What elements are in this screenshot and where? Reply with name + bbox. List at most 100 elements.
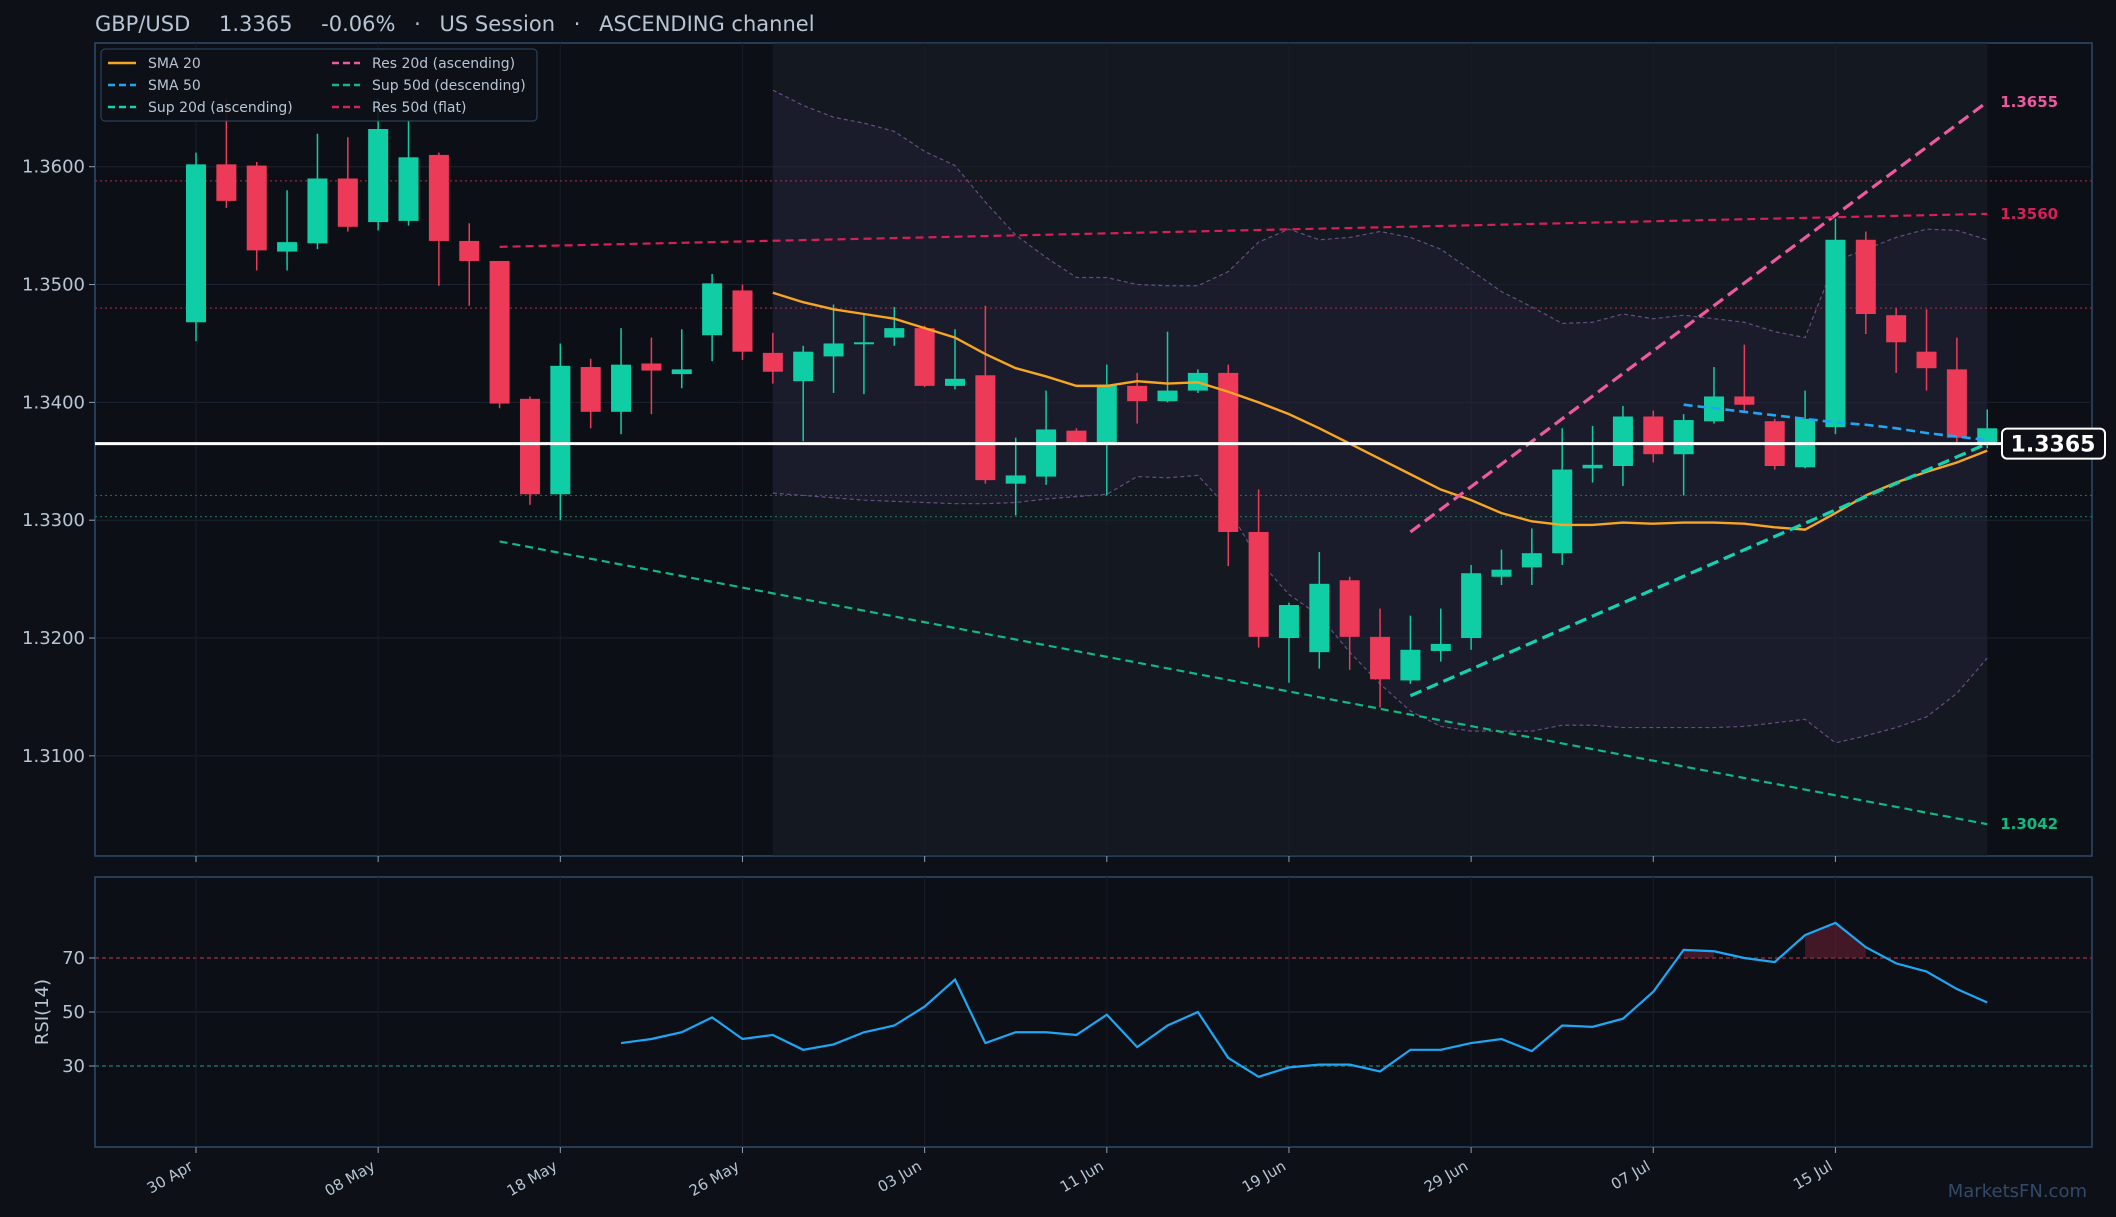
price-tick-label: 1.3500 bbox=[22, 275, 85, 296]
bear-candle bbox=[1370, 636, 1391, 680]
bull-candle bbox=[793, 351, 814, 382]
pair-label: GBP/USD bbox=[95, 12, 190, 36]
channel-label: ASCENDING channel bbox=[599, 12, 814, 36]
sma-50-line bbox=[1683, 403, 1988, 442]
rsi-series bbox=[620, 921, 1988, 1078]
bear-candle bbox=[1127, 385, 1148, 402]
legend-label: Res 50d (flat) bbox=[372, 100, 466, 116]
legend-label: Sup 20d (ascending) bbox=[148, 100, 293, 116]
bull-candle bbox=[611, 364, 632, 412]
sup-50d-line-label: 1.3042 bbox=[2000, 815, 2058, 833]
sup-20d-line bbox=[1409, 442, 1988, 698]
price-tick-label: 1.3600 bbox=[22, 157, 85, 178]
bear-candle bbox=[246, 165, 267, 251]
price-tick-label: 1.3300 bbox=[22, 510, 85, 531]
bull-candle bbox=[277, 242, 298, 252]
session-label: US Session bbox=[440, 12, 556, 36]
candles bbox=[186, 98, 1998, 708]
bull-candle bbox=[1673, 420, 1694, 455]
bear-candle bbox=[1855, 239, 1876, 314]
rsi-axis: 30 50 70 bbox=[62, 948, 95, 1077]
bear-candle bbox=[1734, 396, 1755, 405]
price-axis: 1.3100 1.3200 1.3300 1.3400 1.3500 1.3600 bbox=[22, 157, 95, 767]
bear-candle bbox=[914, 328, 935, 386]
rsi-panel: 30 50 70 RSI(14) bbox=[32, 876, 2093, 1148]
bear-candle bbox=[732, 290, 753, 352]
res-20d-line bbox=[1409, 100, 1989, 534]
bull-candle bbox=[550, 365, 571, 495]
bollinger-upper bbox=[772, 89, 1988, 339]
bull-candle bbox=[884, 328, 905, 338]
res-20d-line-label: 1.3655 bbox=[2000, 93, 2058, 111]
bull-candle bbox=[1005, 475, 1026, 484]
legend-label: Sup 50d (descending) bbox=[372, 78, 526, 94]
bull-candle bbox=[307, 178, 328, 244]
moving-averages bbox=[772, 291, 1988, 531]
title-separator: · bbox=[574, 12, 581, 36]
bear-candle bbox=[459, 240, 480, 261]
rsi-tick-label: 30 bbox=[62, 1056, 85, 1077]
bear-candle bbox=[1886, 315, 1907, 343]
bear-candle bbox=[1218, 372, 1239, 532]
bear-candle bbox=[580, 367, 601, 412]
bear-candle bbox=[519, 398, 540, 495]
bear-candle bbox=[1248, 531, 1269, 637]
bear-candle bbox=[428, 154, 449, 241]
legend: SMA 20 SMA 50 Sup 20d (ascending) Res 20d (… bbox=[100, 48, 538, 122]
bull-candle bbox=[1430, 643, 1451, 651]
bull-candle bbox=[1461, 573, 1482, 639]
bollinger-band bbox=[772, 43, 1988, 856]
sup-50d-line bbox=[499, 540, 1988, 826]
current-price: 1.3365 bbox=[95, 427, 2106, 460]
bull-candle bbox=[823, 343, 844, 357]
bull-candle bbox=[853, 342, 874, 345]
bear-candle bbox=[1339, 580, 1360, 637]
bull-candle bbox=[398, 157, 419, 221]
bull-candle bbox=[1977, 428, 1998, 444]
res-50d-line-label: 1.3560 bbox=[2000, 205, 2058, 223]
bull-candle bbox=[1491, 569, 1512, 577]
bull-candle bbox=[1582, 464, 1603, 469]
bear-candle bbox=[1916, 351, 1937, 369]
support-resistance-lines: 1.3655 1.3042 1.3560 bbox=[499, 93, 2058, 833]
price-tick-label: 1.3200 bbox=[22, 628, 85, 649]
bull-candle bbox=[368, 129, 389, 223]
bear-candle bbox=[489, 260, 510, 404]
bear-candle bbox=[1946, 369, 1967, 438]
bull-candle bbox=[671, 369, 692, 375]
bear-candle bbox=[762, 352, 783, 372]
bull-candle bbox=[1157, 390, 1178, 402]
price-tick-label: 1.3400 bbox=[22, 392, 85, 413]
bull-candle bbox=[702, 283, 723, 336]
bull-candle bbox=[1521, 553, 1542, 568]
rsi-axis-label: RSI(14) bbox=[32, 979, 53, 1045]
legend-label: SMA 20 bbox=[148, 56, 201, 72]
legend-label: Res 20d (ascending) bbox=[372, 56, 515, 72]
res-50d-line bbox=[499, 212, 1988, 248]
price-label: 1.3365 bbox=[219, 12, 292, 36]
channel-shade bbox=[772, 43, 1988, 856]
bull-candle bbox=[1278, 605, 1299, 639]
bear-candle bbox=[1643, 416, 1664, 455]
bull-candle bbox=[1552, 469, 1573, 554]
bull-candle bbox=[1036, 429, 1057, 477]
bull-candle bbox=[945, 378, 965, 386]
rsi-tick-label: 50 bbox=[62, 1002, 85, 1023]
bear-candle bbox=[641, 363, 662, 371]
bull-candle bbox=[1309, 583, 1330, 653]
bollinger-fill bbox=[772, 90, 1988, 743]
watermark: MarketsFN.com bbox=[1948, 1181, 2087, 1202]
chart-title: GBP/USD 1.3365 -0.06% · US Session · ASC… bbox=[95, 12, 815, 36]
bull-candle bbox=[186, 164, 206, 323]
legend-label: SMA 50 bbox=[148, 78, 201, 94]
bear-candle bbox=[1066, 430, 1087, 443]
bull-candle bbox=[1096, 384, 1117, 443]
rsi-line bbox=[620, 921, 1988, 1078]
bull-candle bbox=[1612, 416, 1633, 466]
current-price-label: 1.3365 bbox=[2011, 433, 2096, 458]
bear-candle bbox=[975, 375, 996, 481]
bull-candle bbox=[1400, 649, 1421, 681]
rsi-overbought-fill bbox=[1805, 922, 1866, 958]
